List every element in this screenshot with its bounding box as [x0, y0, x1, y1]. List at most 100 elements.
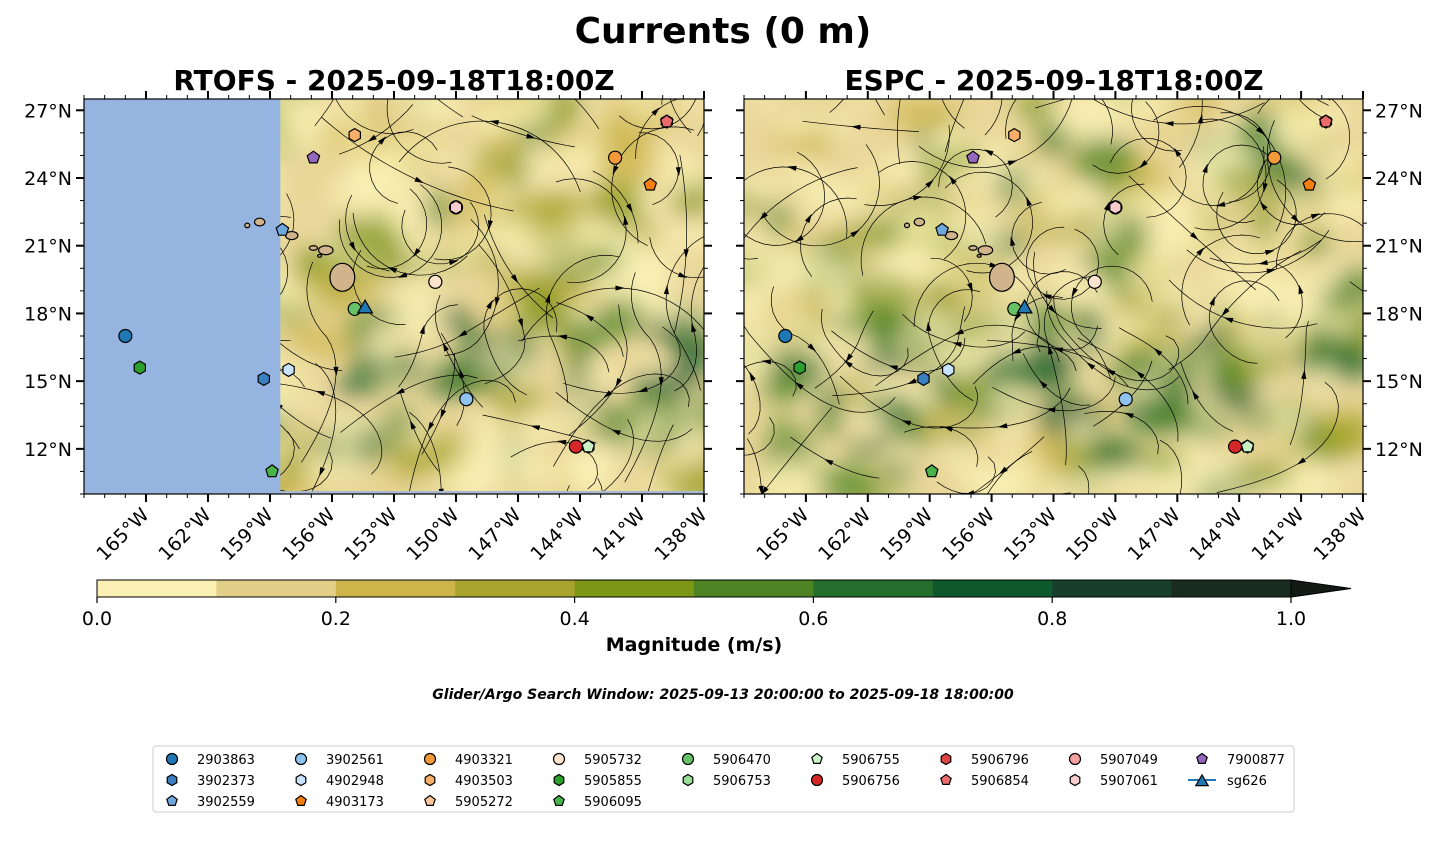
speed-patch: [1012, 167, 1050, 187]
streamline: [483, 214, 554, 319]
obs-marker-5906095: [265, 464, 279, 478]
streamline: [338, 104, 414, 155]
speed-patch: [795, 169, 828, 192]
stream-arrow: [666, 80, 671, 90]
speed-patch: [1253, 335, 1267, 364]
stream-arrow: [448, 260, 459, 266]
stream-arrow: [1196, 247, 1205, 256]
speed-patch: [753, 180, 782, 202]
stream-arrow: [998, 466, 1008, 475]
speed-patch: [1259, 328, 1297, 341]
speed-patch: [1195, 356, 1212, 382]
legend-marker-5906095: [553, 794, 565, 807]
colorbar-tick-label: 0.6: [798, 608, 828, 630]
obs-marker-4903503: [348, 127, 361, 143]
x-tick-label: 165°W: [752, 504, 813, 565]
speed-patch: [364, 99, 385, 128]
speed-patch: [1049, 255, 1083, 285]
land: [903, 217, 1015, 292]
stream-arrow: [530, 425, 541, 431]
speed-patch: [519, 101, 546, 130]
streamline: [352, 212, 468, 276]
speed-patch: [392, 442, 460, 473]
speed-patch: [425, 147, 442, 164]
stream-arrow: [1007, 160, 1018, 166]
legend-marker-2903863: [165, 752, 179, 766]
streamline: [1216, 179, 1297, 254]
speed-patch: [744, 347, 761, 373]
stream-arrow: [675, 166, 681, 177]
speed-patch: [412, 354, 443, 373]
speed-patch: [766, 200, 790, 241]
streamline: [440, 333, 465, 426]
stream-arrow: [683, 249, 689, 259]
colorbar-label: Magnitude (m/s): [606, 634, 783, 656]
x-tick-label: 156°W: [278, 504, 339, 565]
stream-arrow: [1258, 259, 1268, 266]
colorbar-segment: [813, 580, 934, 597]
stream-arrow: [1139, 160, 1148, 169]
streamline: [555, 391, 693, 442]
streamline: [611, 126, 695, 247]
legend-label: 5906755: [842, 753, 900, 768]
legend-marker-5907049: [1068, 752, 1082, 766]
streamline: [973, 436, 1045, 494]
stream-arrow: [1215, 201, 1226, 207]
legend-label: 5905855: [584, 774, 642, 789]
obs-marker-3902559: [275, 222, 290, 236]
speed-patch: [296, 130, 318, 155]
stream-arrow: [926, 321, 932, 332]
streamline: [814, 310, 874, 389]
streamline: [1275, 213, 1363, 270]
streamline: [444, 219, 499, 356]
speed-patch: [876, 417, 892, 434]
streamline: [563, 326, 681, 394]
stream-arrow: [611, 429, 621, 436]
speed-patch: [1203, 182, 1228, 209]
legend-marker-5906854: [940, 773, 952, 786]
speed-patch: [1327, 327, 1349, 338]
streamline: [1276, 263, 1303, 339]
streamline: [1289, 320, 1309, 446]
streamline: [1186, 229, 1330, 274]
streamline: [1216, 381, 1339, 493]
island: [317, 245, 334, 256]
speed-patch: [925, 135, 956, 147]
stream-arrow: [494, 296, 500, 307]
stream-arrow: [1164, 121, 1174, 127]
streamline: [992, 376, 1116, 412]
speed-patch: [1259, 399, 1292, 410]
speed-patch: [866, 170, 910, 183]
legend-marker-5906755: [811, 752, 823, 765]
streamline: [746, 438, 762, 494]
colorbar-segment: [455, 580, 576, 597]
speed-patch: [1309, 292, 1330, 306]
obs-marker-5906854: [1318, 114, 1333, 128]
speed-patch: [841, 272, 873, 283]
streamline: [366, 188, 428, 270]
speed-patch: [487, 382, 545, 417]
speed-patch: [1343, 462, 1363, 476]
obs-marker-5905732: [428, 274, 443, 289]
speed-patch: [1338, 409, 1363, 460]
streamline: [1168, 146, 1265, 206]
streamline: [944, 99, 965, 153]
speed-patch: [865, 297, 907, 345]
stream-arrow: [949, 175, 957, 185]
legend-marker-5906756: [810, 773, 824, 787]
speed-patch: [327, 454, 365, 477]
streamline: [674, 266, 704, 392]
streamline: [352, 250, 406, 325]
streamline: [878, 161, 967, 260]
streamline: [1202, 144, 1274, 223]
stream-arrow: [758, 485, 764, 494]
speed-patch: [1128, 266, 1143, 286]
stream-arrow: [526, 133, 536, 139]
streamline: [435, 294, 484, 408]
speed-patch: [503, 370, 534, 389]
x-tick-label: 153°W: [1000, 504, 1061, 565]
stream-arrow: [1265, 249, 1275, 256]
speed-patch: [982, 181, 1001, 198]
speed-patch: [449, 155, 479, 173]
speed-patch: [1284, 190, 1314, 214]
